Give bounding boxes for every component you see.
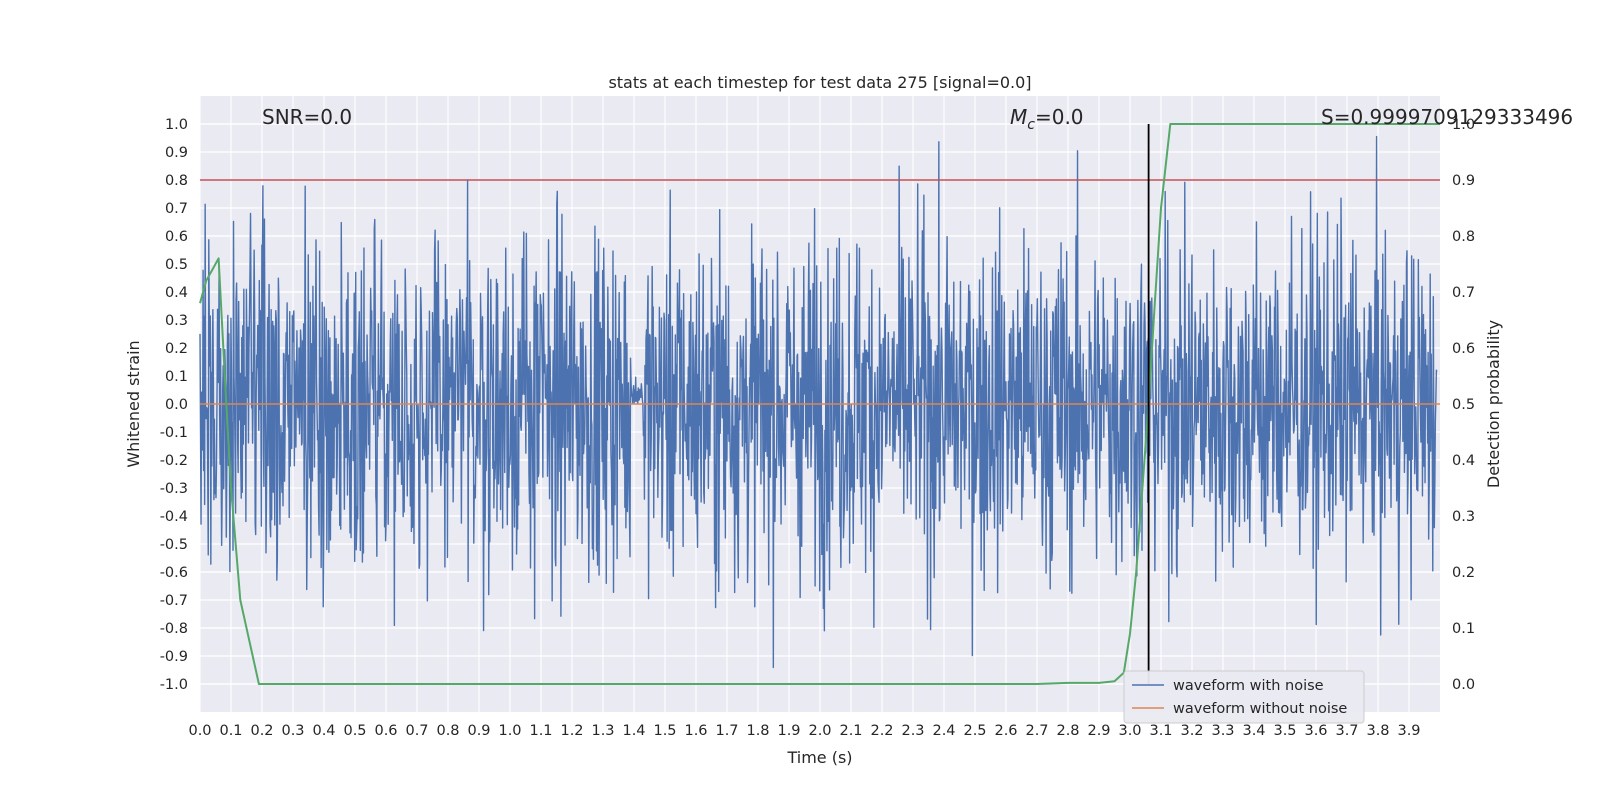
y-tick-label: -0.5 bbox=[160, 537, 188, 553]
x-axis-ticks: 0.0 0.1 0.2 0.3 0.4 0.5 0.6 0.7 0.8 0.9 1.0 1.1 1.2 1… bbox=[188, 723, 1420, 739]
mc-symbol: M bbox=[1010, 105, 1027, 129]
x-tick-label: 3.5 bbox=[1273, 723, 1296, 739]
x-tick-label: 1.9 bbox=[777, 723, 800, 739]
x-tick-label: 1.6 bbox=[684, 723, 707, 739]
x-tick-label: 0.8 bbox=[436, 723, 459, 739]
y2-tick-label: 0.7 bbox=[1452, 285, 1475, 301]
x-tick-label: 2.5 bbox=[963, 723, 986, 739]
x-tick-label: 3.6 bbox=[1304, 723, 1327, 739]
x-tick-label: 3.1 bbox=[1149, 723, 1172, 739]
x-tick-label: 2.1 bbox=[839, 723, 862, 739]
y-tick-label: 0.4 bbox=[165, 285, 188, 301]
chart-title: stats at each timestep for test data 275… bbox=[608, 73, 1031, 92]
x-tick-label: 2.3 bbox=[901, 723, 924, 739]
x-tick-label: 2.2 bbox=[870, 723, 893, 739]
plot-area bbox=[199, 123, 1440, 685]
y-tick-label: -0.7 bbox=[160, 593, 188, 609]
y-tick-label: 0.9 bbox=[165, 145, 188, 161]
s-annotation: S=0.9999709129333496 bbox=[1321, 105, 1573, 129]
x-tick-label: 0.2 bbox=[250, 723, 273, 739]
legend: waveform with noise waveform without noi… bbox=[1123, 670, 1365, 724]
y2-tick-label: 0.1 bbox=[1452, 621, 1475, 637]
x-tick-label: 1.4 bbox=[622, 723, 645, 739]
x-tick-label: 1.3 bbox=[591, 723, 614, 739]
y2-tick-label: 0.5 bbox=[1452, 397, 1475, 413]
y2-tick-label: 0.2 bbox=[1452, 565, 1475, 581]
x-tick-label: 1.8 bbox=[746, 723, 769, 739]
x-tick-label: 3.4 bbox=[1242, 723, 1265, 739]
x-tick-label: 1.7 bbox=[715, 723, 738, 739]
y-tick-label: 0.7 bbox=[165, 201, 188, 217]
y2-tick-label: 0.6 bbox=[1452, 341, 1475, 357]
y2-tick-label: 0.8 bbox=[1452, 229, 1475, 245]
mc-subscript: c bbox=[1027, 117, 1035, 133]
x-tick-label: 2.8 bbox=[1056, 723, 1079, 739]
x-tick-label: 3.8 bbox=[1366, 723, 1389, 739]
x-tick-label: 1.2 bbox=[560, 723, 583, 739]
legend-box bbox=[1123, 670, 1365, 724]
y-tick-label: 1.0 bbox=[165, 117, 188, 133]
x-tick-label: 0.1 bbox=[219, 723, 242, 739]
x-tick-label: 0.9 bbox=[467, 723, 490, 739]
x-tick-label: 3.3 bbox=[1211, 723, 1234, 739]
x-tick-label: 2.6 bbox=[994, 723, 1017, 739]
y2-tick-label: 0.3 bbox=[1452, 509, 1475, 525]
y-tick-label: 0.6 bbox=[165, 229, 188, 245]
y-axis-ticks: -1.0 -0.9 -0.8 -0.7 -0.6 -0.5 -0.4 -0.3 -0.2 -0.1… bbox=[160, 117, 188, 693]
y-tick-label: 0.0 bbox=[165, 397, 188, 413]
x-tick-label: 2.4 bbox=[932, 723, 955, 739]
y-tick-label: 0.2 bbox=[165, 341, 188, 357]
y2-tick-label: 0.4 bbox=[1452, 453, 1475, 469]
x-tick-label: 3.2 bbox=[1180, 723, 1203, 739]
snr-annotation: SNR=0.0 bbox=[262, 105, 352, 129]
legend-entry-clean: waveform without noise bbox=[1173, 701, 1347, 717]
x-tick-label: 1.1 bbox=[529, 723, 552, 739]
y2-tick-label: 1.0 bbox=[1452, 117, 1475, 133]
mc-annotation: Mc=0.0 bbox=[1010, 105, 1084, 133]
mc-value: =0.0 bbox=[1035, 105, 1084, 129]
y-tick-label: -0.1 bbox=[160, 425, 188, 441]
x-tick-label: 3.0 bbox=[1118, 723, 1141, 739]
y-tick-label: -0.4 bbox=[160, 509, 188, 525]
y2-axis-label: Detection probability bbox=[1484, 320, 1503, 488]
x-tick-label: 0.3 bbox=[281, 723, 304, 739]
x-tick-label: 1.0 bbox=[498, 723, 521, 739]
y-axis-label: Whitened strain bbox=[124, 340, 143, 467]
y-tick-label: 0.8 bbox=[165, 173, 188, 189]
x-tick-label: 2.0 bbox=[808, 723, 831, 739]
x-tick-label: 1.5 bbox=[653, 723, 676, 739]
y-tick-label: -0.9 bbox=[160, 649, 188, 665]
x-tick-label: 2.9 bbox=[1087, 723, 1110, 739]
x-tick-label: 2.7 bbox=[1025, 723, 1048, 739]
x-tick-label: 0.4 bbox=[312, 723, 335, 739]
y-tick-label: -1.0 bbox=[160, 677, 188, 693]
series-detection-probability bbox=[199, 123, 1440, 685]
y-tick-label: -0.2 bbox=[160, 453, 188, 469]
x-tick-label: 3.9 bbox=[1397, 723, 1420, 739]
x-tick-label: 3.7 bbox=[1335, 723, 1358, 739]
y-tick-label: 0.5 bbox=[165, 257, 188, 273]
legend-entry-noise: waveform with noise bbox=[1173, 678, 1324, 694]
series-waveform-with-noise bbox=[199, 135, 1438, 669]
y-tick-label: -0.3 bbox=[160, 481, 188, 497]
y-tick-label: 0.3 bbox=[165, 313, 188, 329]
y2-tick-label: 0.9 bbox=[1452, 173, 1475, 189]
x-tick-label: 0.6 bbox=[374, 723, 397, 739]
y2-tick-label: 0.0 bbox=[1452, 677, 1475, 693]
x-tick-label: 0.7 bbox=[405, 723, 428, 739]
x-tick-label: 0.5 bbox=[343, 723, 366, 739]
y-tick-label: 0.1 bbox=[165, 369, 188, 385]
y2-axis-ticks: 0.0 0.1 0.2 0.3 0.4 0.5 0.6 0.7 0.8 0.9 1.0 bbox=[1452, 117, 1475, 693]
x-tick-label: 0.0 bbox=[188, 723, 211, 739]
y-tick-label: -0.6 bbox=[160, 565, 188, 581]
y-tick-label: -0.8 bbox=[160, 621, 188, 637]
x-axis-label: Time (s) bbox=[786, 748, 852, 767]
